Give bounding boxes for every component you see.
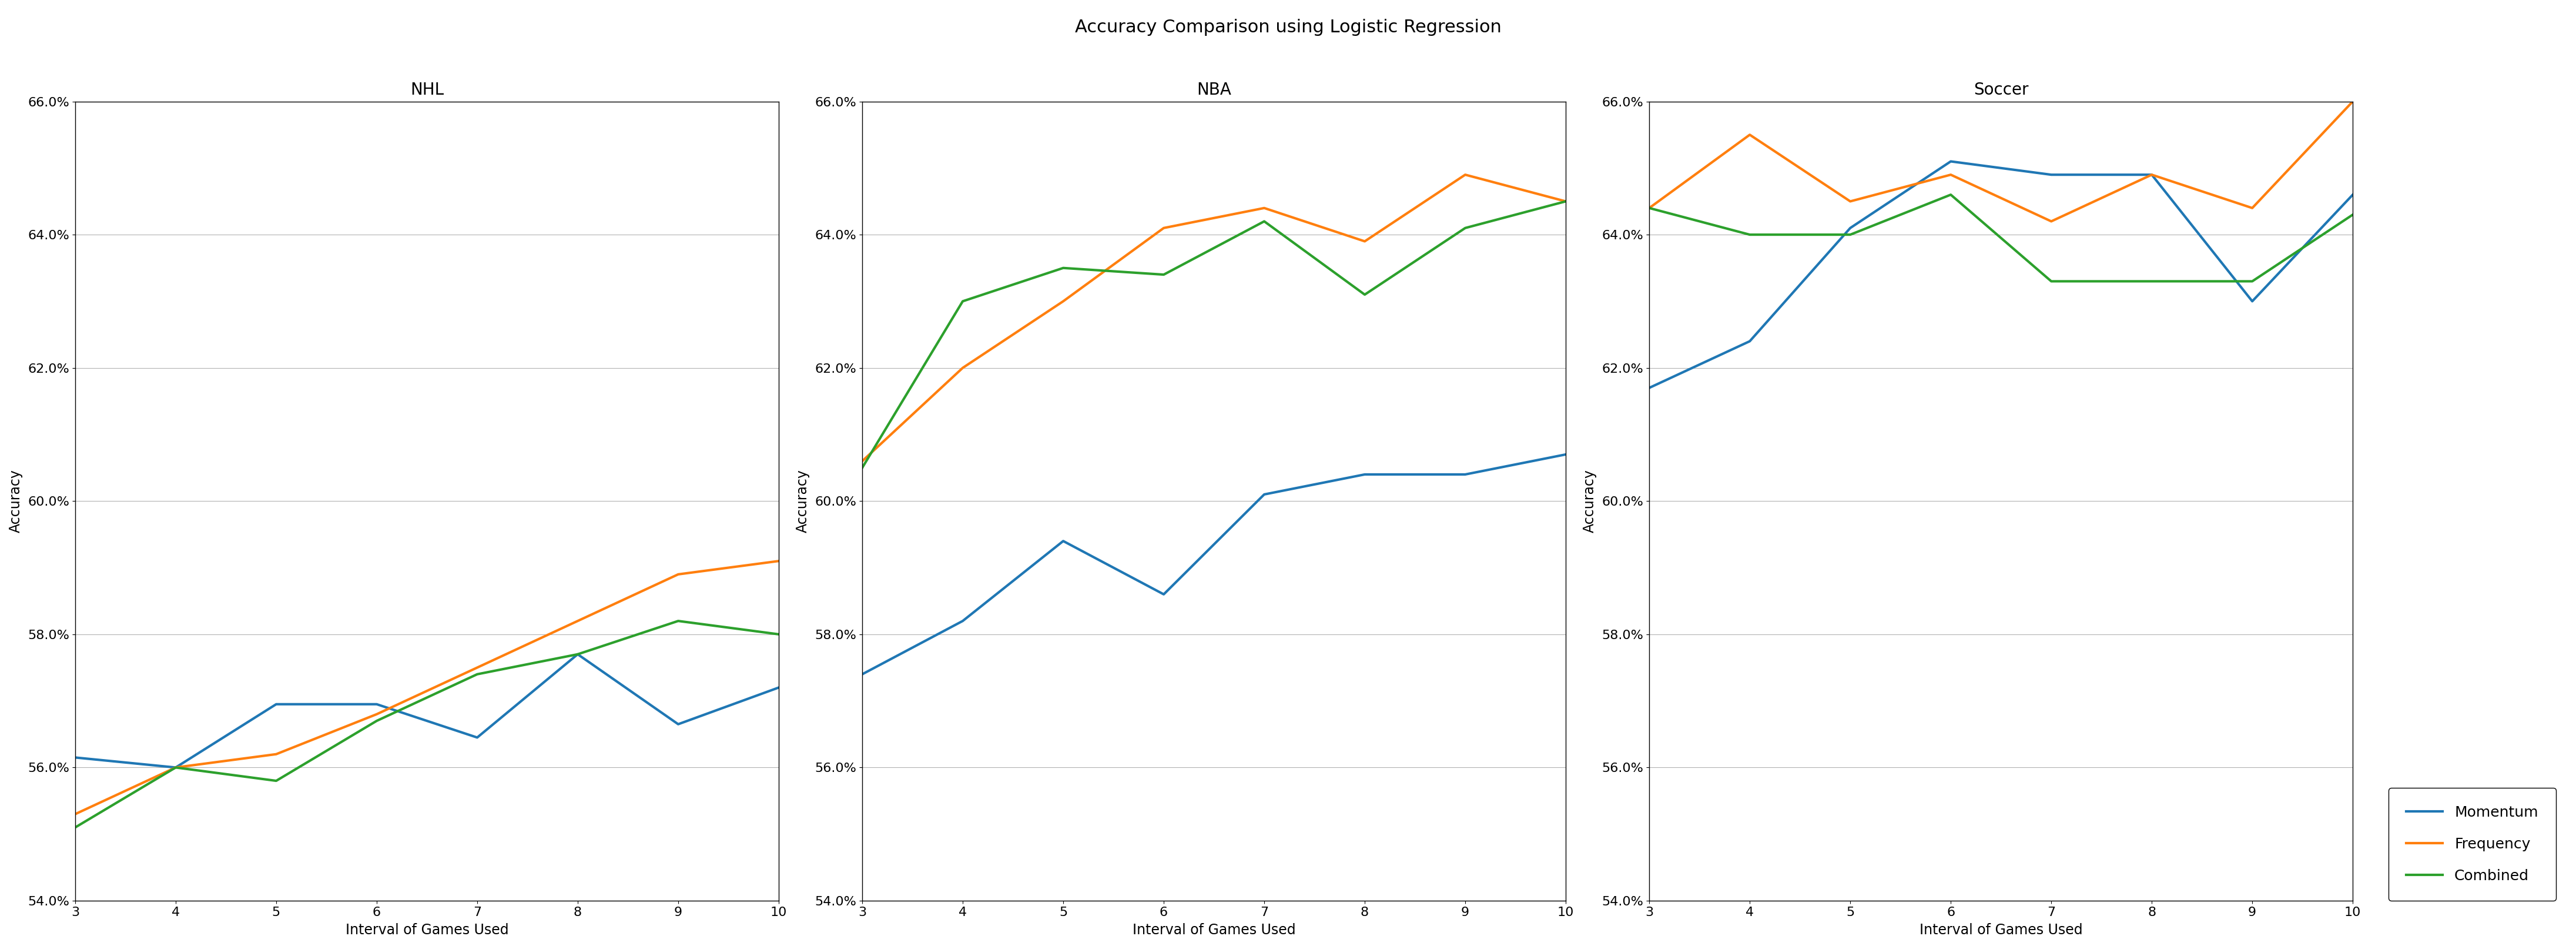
Frequency <box>848 455 878 466</box>
Combined <box>59 822 90 833</box>
Frequency <box>1350 236 1381 247</box>
Combined <box>1249 216 1280 227</box>
Momentum <box>1551 448 1582 460</box>
X-axis label: Interval of Games Used: Interval of Games Used <box>1133 923 1296 937</box>
Y-axis label: Accuracy: Accuracy <box>1582 469 1597 533</box>
Frequency <box>2236 202 2267 214</box>
Frequency <box>948 362 979 374</box>
Momentum <box>848 669 878 680</box>
Frequency <box>2035 216 2066 227</box>
Frequency <box>260 748 291 760</box>
Combined <box>260 775 291 786</box>
Combined <box>948 295 979 307</box>
Momentum <box>1149 588 1180 600</box>
Frequency <box>461 662 492 674</box>
Title: Soccer: Soccer <box>1973 82 2027 98</box>
Frequency <box>1149 222 1180 234</box>
Combined <box>1935 189 1965 201</box>
Y-axis label: Accuracy: Accuracy <box>8 469 23 533</box>
Text: Accuracy Comparison using Logistic Regression: Accuracy Comparison using Logistic Regre… <box>1074 19 1502 36</box>
Combined <box>2336 209 2367 220</box>
Combined <box>562 649 592 660</box>
Combined <box>662 615 693 626</box>
Combined <box>1834 229 1865 240</box>
Combined <box>1048 262 1079 273</box>
Frequency <box>562 615 592 626</box>
Frequency <box>762 555 793 567</box>
Line: Frequency: Frequency <box>863 175 1566 461</box>
Combined <box>1149 269 1180 280</box>
Frequency <box>1249 202 1280 214</box>
Momentum <box>260 698 291 710</box>
Momentum <box>1935 156 1965 167</box>
Combined <box>461 669 492 680</box>
Momentum <box>2035 169 2066 181</box>
Momentum <box>1048 535 1079 547</box>
Momentum <box>160 762 191 773</box>
Frequency <box>59 809 90 820</box>
Momentum <box>1350 469 1381 481</box>
Combined <box>2035 275 2066 287</box>
Momentum <box>1249 489 1280 500</box>
Momentum <box>1450 469 1481 481</box>
Momentum <box>361 698 392 710</box>
Frequency <box>1935 169 1965 181</box>
Momentum <box>2236 295 2267 307</box>
Momentum <box>662 719 693 730</box>
Frequency <box>1450 169 1481 181</box>
Momentum <box>948 615 979 626</box>
Combined <box>2236 275 2267 287</box>
Frequency <box>1551 196 1582 207</box>
Combined <box>762 628 793 639</box>
Frequency <box>2336 96 2367 107</box>
Line: Momentum: Momentum <box>75 655 778 767</box>
Combined <box>1633 202 1664 214</box>
Line: Frequency: Frequency <box>75 561 778 815</box>
X-axis label: Interval of Games Used: Interval of Games Used <box>1919 923 2081 937</box>
Combined <box>361 715 392 727</box>
Combined <box>1350 289 1381 300</box>
Y-axis label: Accuracy: Accuracy <box>796 469 809 533</box>
Momentum <box>1834 222 1865 234</box>
Momentum <box>59 752 90 763</box>
Momentum <box>762 682 793 693</box>
Frequency <box>1048 295 1079 307</box>
Line: Combined: Combined <box>1649 195 2352 281</box>
Combined <box>1450 222 1481 234</box>
Combined <box>2136 275 2166 287</box>
Frequency <box>361 709 392 720</box>
Frequency <box>1633 202 1664 214</box>
X-axis label: Interval of Games Used: Interval of Games Used <box>345 923 507 937</box>
Frequency <box>2136 169 2166 181</box>
Combined <box>848 462 878 473</box>
Line: Momentum: Momentum <box>863 454 1566 674</box>
Title: NBA: NBA <box>1198 82 1231 98</box>
Legend: Momentum, Frequency, Combined: Momentum, Frequency, Combined <box>2388 788 2555 901</box>
Frequency <box>1734 129 1765 140</box>
Frequency <box>160 762 191 773</box>
Frequency <box>662 569 693 580</box>
Title: NHL: NHL <box>410 82 443 98</box>
Momentum <box>461 732 492 744</box>
Combined <box>1734 229 1765 240</box>
Combined <box>160 762 191 773</box>
Combined <box>1551 196 1582 207</box>
Momentum <box>1633 382 1664 394</box>
Line: Combined: Combined <box>863 201 1566 467</box>
Line: Combined: Combined <box>75 621 778 828</box>
Momentum <box>562 649 592 660</box>
Frequency <box>1834 196 1865 207</box>
Line: Frequency: Frequency <box>1649 101 2352 221</box>
Momentum <box>1734 336 1765 347</box>
Line: Momentum: Momentum <box>1649 162 2352 388</box>
Momentum <box>2136 169 2166 181</box>
Momentum <box>2336 189 2367 201</box>
